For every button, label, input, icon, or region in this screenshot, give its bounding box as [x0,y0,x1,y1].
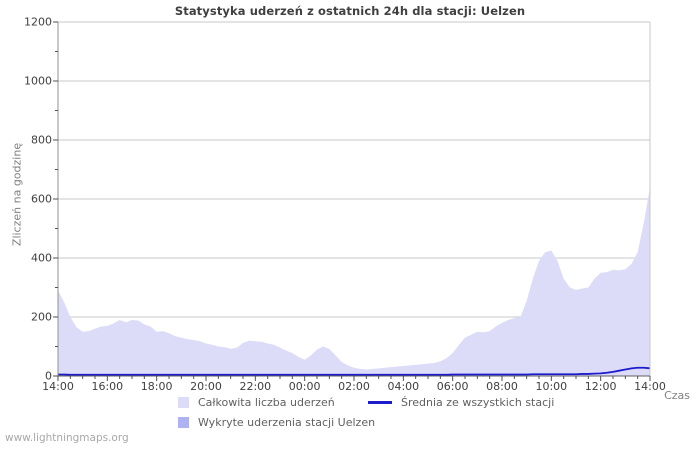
x-tick-label: 00:00 [288,380,321,393]
legend-swatch-total [178,397,189,408]
x-tick-label: 12:00 [584,380,617,393]
legend-swatch-station [178,417,189,428]
x-tick-label: 08:00 [486,380,518,393]
x-tick-label: 14:00 [634,380,666,393]
y-tick-label: 1000 [24,74,52,88]
legend-item-average: Średnia ze wszystkich stacji [368,396,554,409]
x-tick-label: 02:00 [338,380,370,393]
x-tick-label: 10:00 [535,380,568,393]
y-tick-label: 200 [31,310,52,324]
x-tick-label: 22:00 [239,380,272,393]
chart-legend: Całkowita liczba uderzeń Wykryte uderzen… [0,394,700,432]
y-tick-label: 0 [45,369,52,383]
chart-title: Statystyka uderzeń z ostatnich 24h dla s… [174,4,526,18]
x-tick-label: 14:00 [42,380,74,393]
legend-label-average: Średnia ze wszystkich stacji [401,396,555,409]
y-tick-label: 1200 [24,15,52,29]
y-tick-label: 600 [31,192,52,206]
legend-line-average [368,401,392,404]
x-tick-label: 20:00 [190,380,222,393]
legend-label-total: Całkowita liczba uderzeń [198,396,335,409]
x-tick-label: 16:00 [91,380,124,393]
line-series-average [58,366,651,376]
legend-label-station: Wykryte uderzenia stacji Uelzen [198,416,376,429]
x-tick-label: 18:00 [140,380,173,393]
x-tick-label: 04:00 [387,380,420,393]
x-tick-label: 06:00 [436,380,469,393]
x-axis-label: Czas [664,389,690,402]
legend-item-total: Całkowita liczba uderzeń [178,396,335,409]
area-series-0 [58,187,650,376]
y-tick-label: 800 [31,133,52,147]
y-tick-label: 400 [31,251,52,265]
watermark-text: www.lightningmaps.org [5,432,129,444]
legend-item-station: Wykryte uderzenia stacji Uelzen [178,416,375,429]
